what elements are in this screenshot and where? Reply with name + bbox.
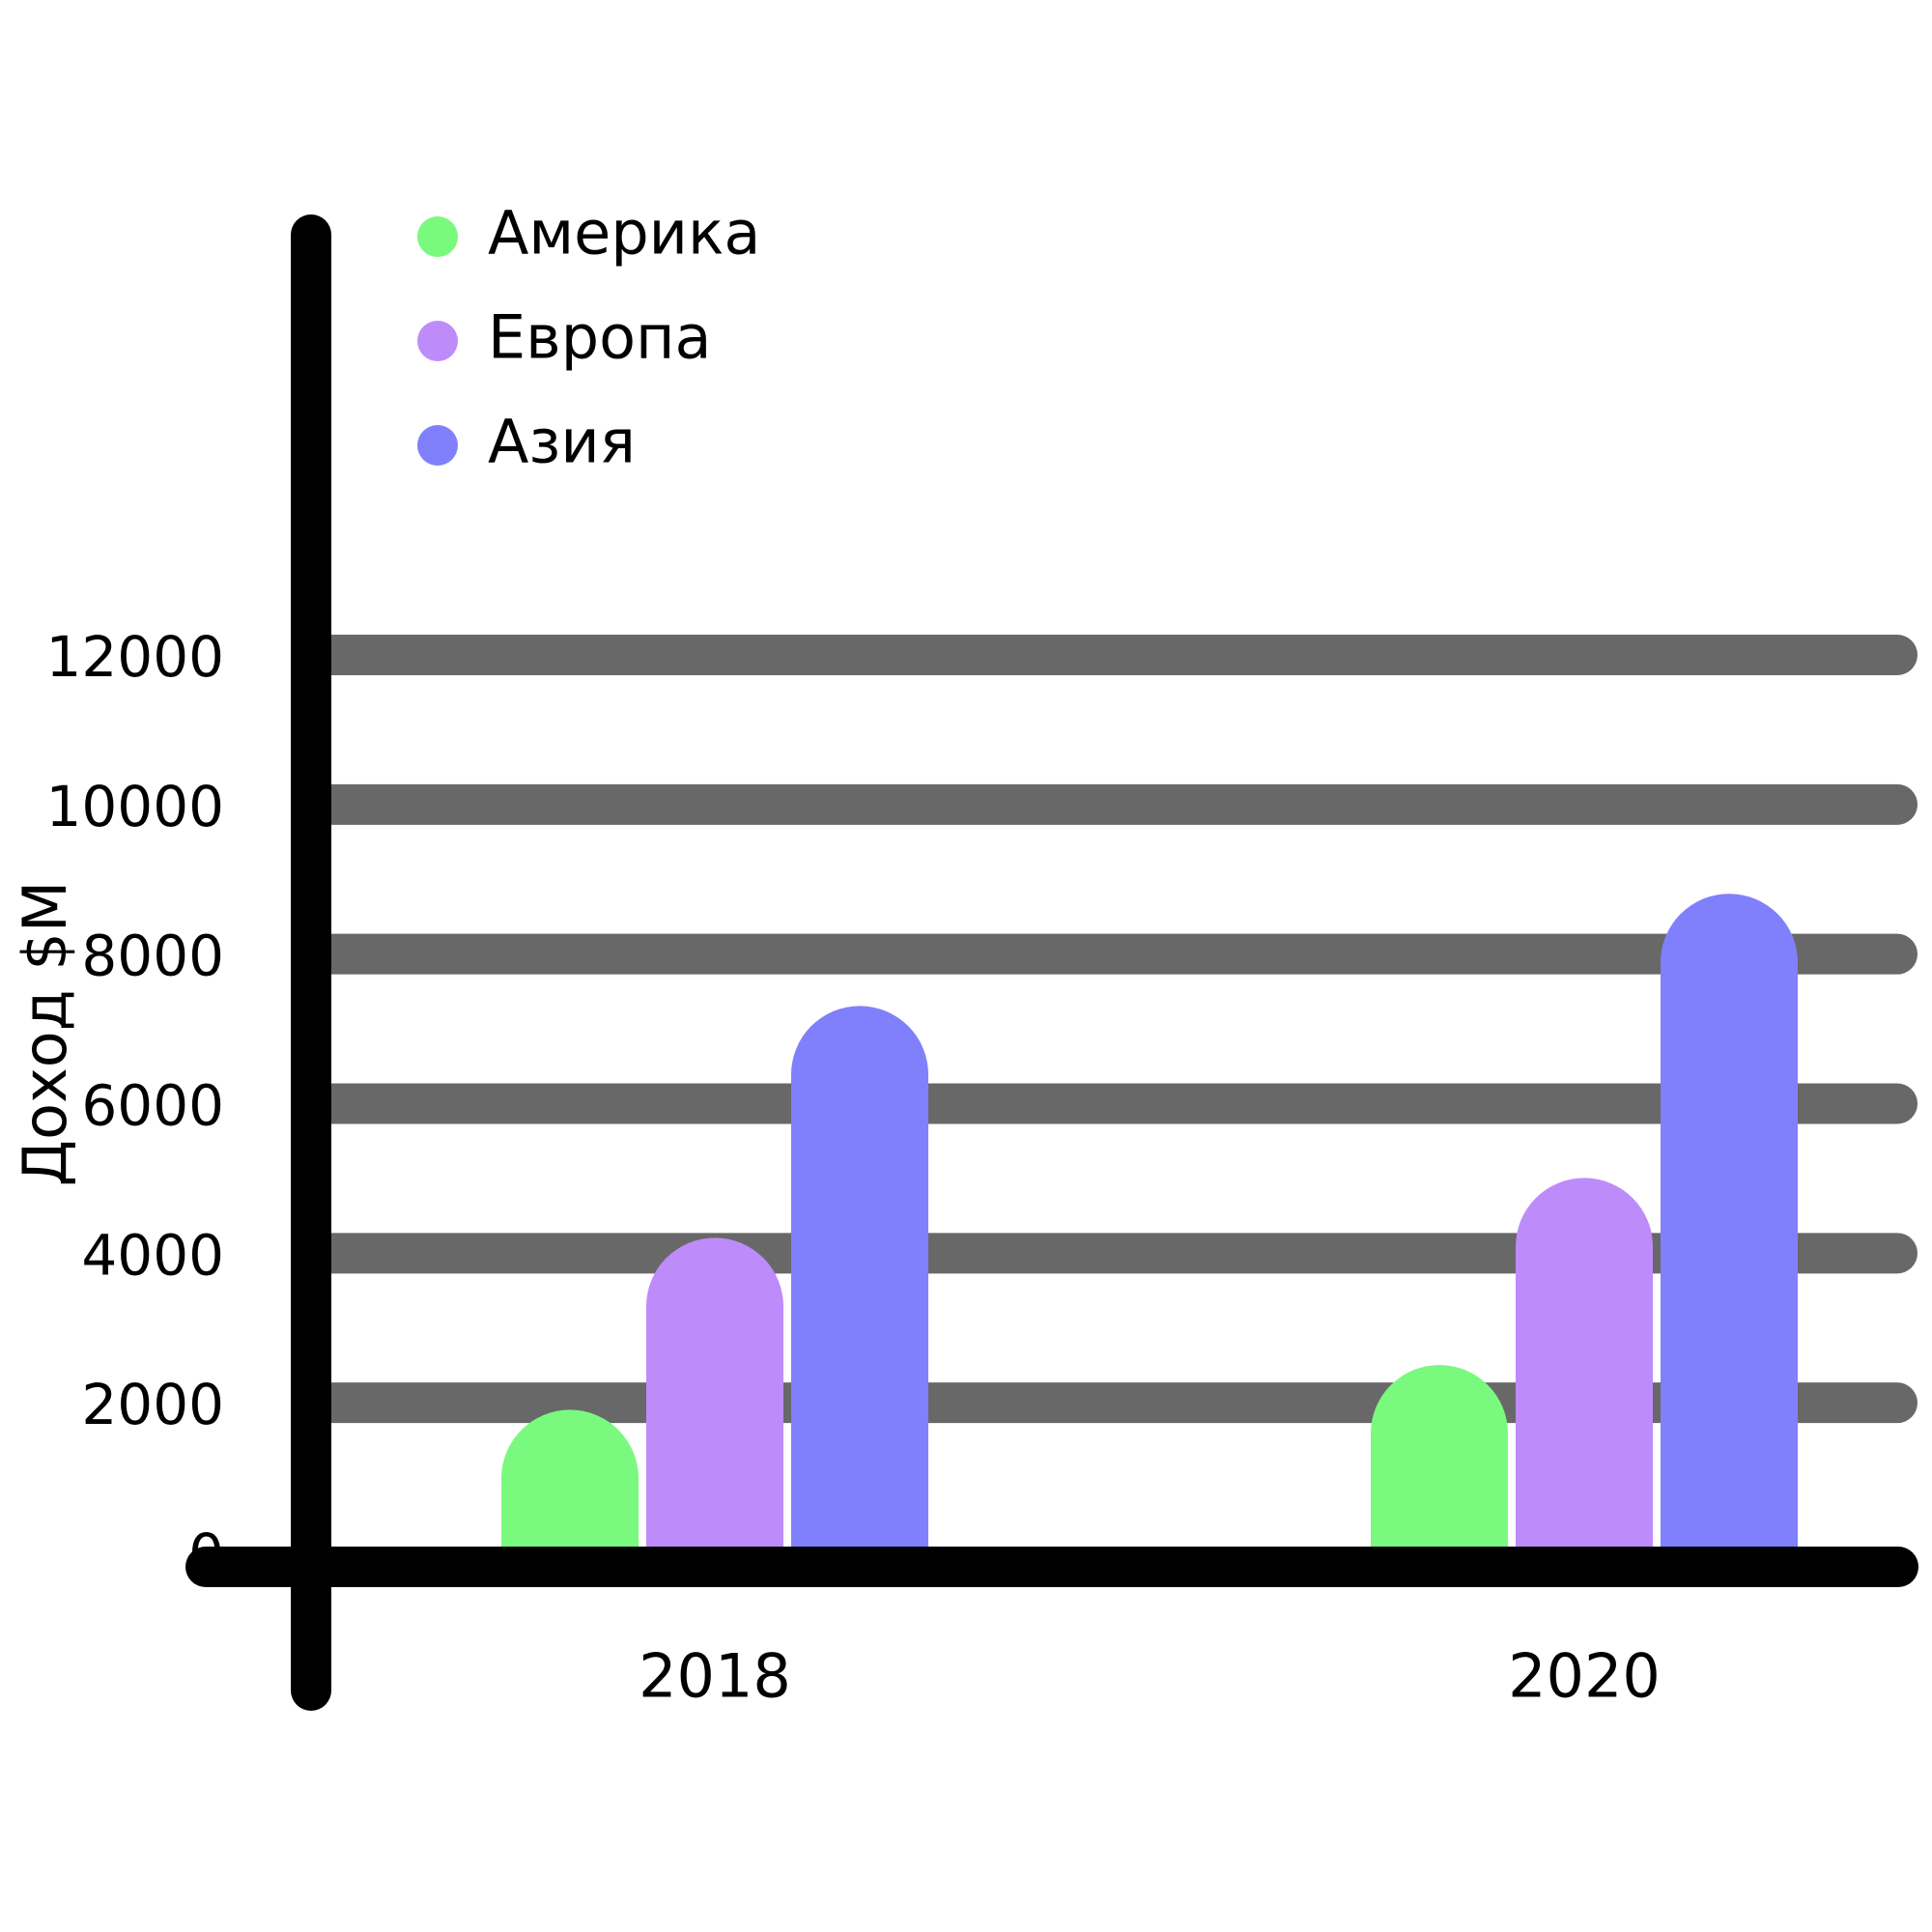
axes [185, 214, 1918, 1711]
bar-2018-2 [646, 1237, 783, 1586]
y-tick-label-4000: 4000 [81, 1222, 224, 1288]
bar-2020-3 [1661, 894, 1798, 1586]
y-tick-label-8000: 8000 [81, 923, 224, 989]
x-tick-label-2020: 2020 [1508, 1641, 1661, 1712]
legend-marker-2 [417, 321, 458, 361]
x-tick-labels: 2018 2020 [639, 1641, 1661, 1712]
y-tick-labels: 0 2000 4000 6000 8000 10000 12000 [45, 624, 224, 1587]
x-tick-label-2018: 2018 [639, 1641, 791, 1712]
y-tick-label-0: 0 [188, 1521, 224, 1587]
y-tick-label-2000: 2000 [81, 1372, 224, 1437]
gridlines [298, 635, 1918, 1424]
bar-2020-1 [1371, 1364, 1508, 1586]
bars [501, 894, 1798, 1586]
legend-marker-3 [417, 425, 458, 466]
bar-2018-1 [501, 1409, 639, 1586]
y-axis-label: Доход $M [10, 881, 80, 1187]
bar-2020-2 [1516, 1178, 1653, 1586]
y-tick-label-12000: 12000 [45, 624, 224, 690]
legend-marker-1 [417, 216, 458, 257]
bar-2018-3 [791, 1006, 928, 1586]
y-tick-label-10000: 10000 [45, 774, 224, 839]
legend-label-2: Европа [488, 302, 712, 373]
legend-label-1: Америка [488, 198, 760, 269]
y-tick-label-6000: 6000 [81, 1073, 224, 1139]
legend: Америка Европа Азия [417, 198, 760, 477]
legend-label-3: Азия [488, 407, 636, 477]
